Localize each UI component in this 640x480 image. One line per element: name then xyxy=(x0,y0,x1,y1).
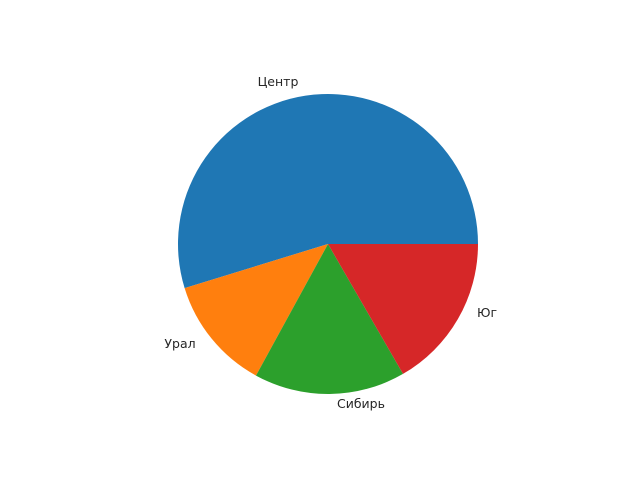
pie-slice-label-3: Сибирь xyxy=(337,396,385,411)
pie-labels-group: Центр Урал Сибирь Юг xyxy=(164,74,497,411)
pie-slice-4[interactable] xyxy=(328,244,478,374)
pie-slice-label-4: Юг xyxy=(477,305,497,320)
pie-slice-2[interactable] xyxy=(184,244,328,376)
pie-slice-label-2: Урал xyxy=(164,336,195,351)
pie-slice-1[interactable] xyxy=(178,94,478,289)
pie-slice-3[interactable] xyxy=(255,244,403,394)
pie-slices-group xyxy=(178,94,478,394)
pie-slice-label-1: Центр xyxy=(258,74,299,89)
